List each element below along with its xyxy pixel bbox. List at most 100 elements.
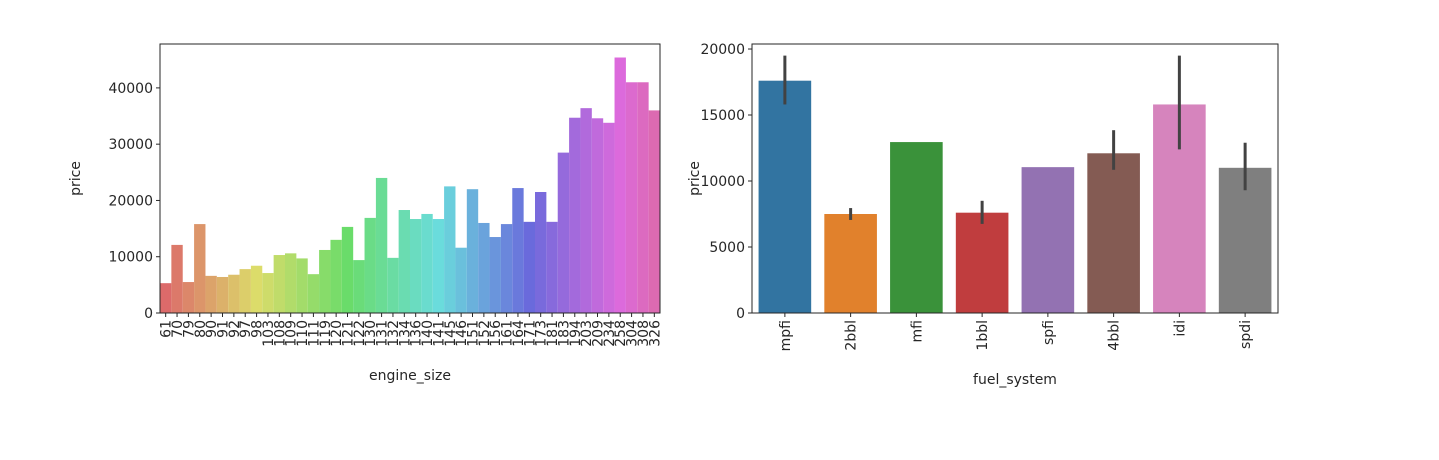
bar [387,257,399,313]
x-tick-label: 131 [375,320,391,347]
x-tick-label: 234 [602,320,618,347]
x-tick-label: idi [1172,320,1188,337]
bar [307,274,320,313]
y-axis-label: price [687,161,703,196]
bar [1021,167,1075,313]
x-tick-label: 121 [341,320,357,347]
bar [353,260,365,313]
bar [194,224,206,313]
axes-frame [751,43,1279,314]
bar [478,222,490,313]
x-tick-label: 122 [352,320,368,347]
bar [890,142,943,313]
bar [375,177,388,313]
x-tick-label: 146 [454,320,470,347]
bar [296,258,308,313]
bar [955,212,1009,313]
bar [228,274,240,313]
y-tick-label: 20000 [108,193,153,209]
bar [341,226,354,313]
y-tick-label: 0 [144,306,153,322]
bar [648,110,660,314]
x-tick-label: 156 [488,320,504,347]
bar [758,80,812,313]
x-tick-label: 183 [556,320,572,347]
x-tick-label: 61 [159,320,175,338]
bar [614,57,626,314]
x-tick-label: 109 [284,320,300,347]
x-tick-label: 91 [216,320,232,338]
bar [273,255,285,313]
x-tick-label: 141 [431,320,447,347]
x-tick-label: 119 [318,320,334,347]
x-tick-label: 97 [238,320,254,338]
axes-frame [159,43,661,314]
x-tick-label: 145 [443,320,459,347]
x-tick-label: spdi [1238,320,1254,349]
x-axis-label: engine_size [369,368,451,384]
bar [512,188,524,313]
bar [1087,153,1140,313]
x-tick-label: 181 [545,320,561,347]
x-tick-label: 110 [295,320,311,347]
bar [182,282,195,313]
x-tick-label: 308 [636,320,652,347]
x-tick-label: mfi [909,320,925,342]
bar [319,249,331,313]
bar [330,239,342,313]
x-tick-label: 209 [591,320,607,347]
bar [625,82,638,313]
y-tick-label: 5000 [709,240,745,256]
x-tick-label: 258 [613,320,629,347]
bar [205,275,217,313]
bar [569,117,581,313]
y-tick-label: 40000 [108,81,153,97]
x-tick-label: 108 [272,320,288,347]
bar [603,122,615,313]
x-tick-label: spfi [1041,320,1057,345]
x-tick-label: 134 [397,320,413,347]
y-tick-label: 10000 [108,250,153,266]
x-tick-label: 111 [306,320,322,347]
x-tick-label: 2bbl [844,320,860,351]
y-tick-label: 15000 [700,108,745,124]
x-tick-label: 164 [511,320,527,347]
bar [489,237,501,313]
bar [500,224,513,313]
x-tick-label: mpfi [778,320,794,351]
y-tick-label: 30000 [108,137,153,153]
y-axis-label: price [68,161,84,196]
x-tick-label: 4bbl [1107,320,1123,351]
bar [432,219,445,313]
bar [239,269,251,313]
y-tick-label: 20000 [700,42,745,58]
bar [1218,167,1272,313]
bar [523,221,535,313]
x-tick-label: 171 [522,320,538,347]
x-tick-label: 70 [170,320,186,338]
bar [421,213,433,313]
x-tick-label: 132 [386,320,402,347]
bar [546,221,558,313]
x-tick-label: 120 [329,320,345,347]
x-tick-label: 304 [625,320,641,347]
x-axis-label: fuel_system [973,372,1057,388]
bar [824,214,877,313]
bar [250,265,263,313]
x-tick-label: 161 [500,320,516,347]
bar [535,192,547,313]
bar [216,276,229,313]
bar [591,118,604,313]
bar [455,247,467,313]
bar [466,189,479,313]
x-tick-label: 173 [534,320,550,347]
x-tick-label: 103 [261,320,277,347]
x-tick-label: 92 [227,320,243,338]
bar [171,244,183,313]
bar [410,219,422,313]
x-tick-label: 203 [579,320,595,347]
y-tick-label: 0 [736,306,745,322]
bar [637,82,649,313]
bar [262,273,274,313]
x-tick-label: 130 [363,320,379,347]
